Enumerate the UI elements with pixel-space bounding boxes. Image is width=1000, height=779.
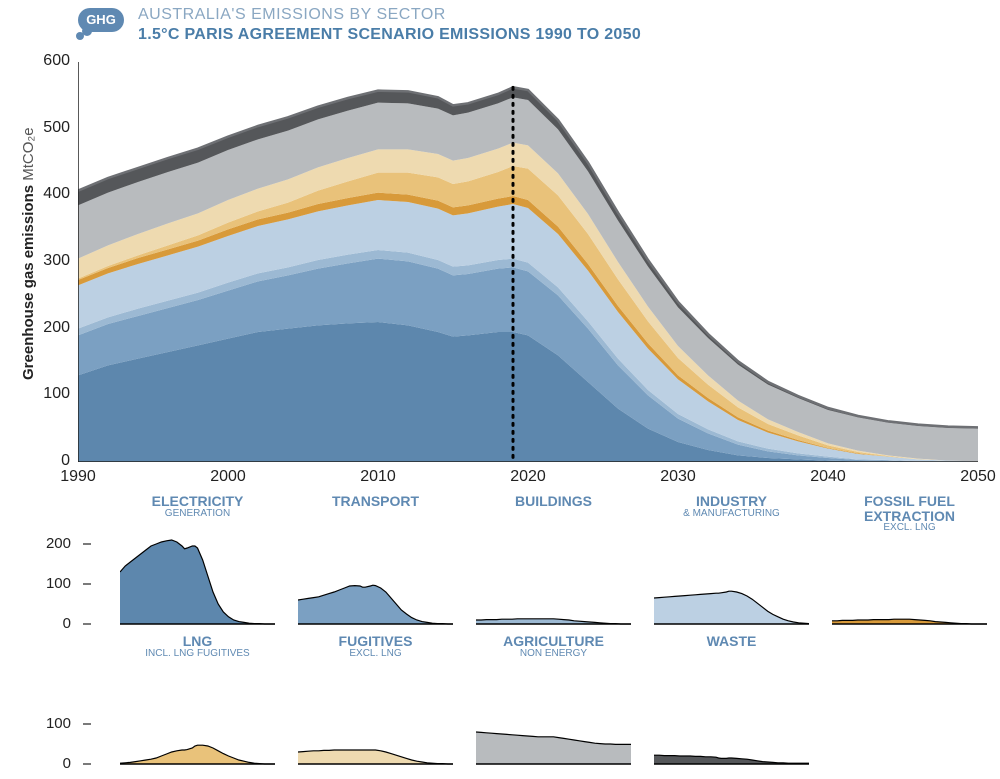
y-tick-label: 100 [32,385,70,403]
mini-chart-industry [654,532,809,626]
x-tick-label: 2010 [348,468,408,486]
mini-title-agriculture: AGRICULTURENON ENERGY [466,634,641,659]
mini-y-tick-label: 0 [33,615,71,632]
x-tick-label: 2050 [948,468,1000,486]
mini-chart-transport [298,532,453,626]
x-tick-label: 2020 [498,468,558,486]
y-tick-label: 400 [32,185,70,203]
mini-title-buildings: BUILDINGS [466,494,641,509]
mini-title-transport: TRANSPORT [288,494,463,509]
mini-chart-buildings [476,532,631,626]
mini-y-tick-label: 200 [33,535,71,552]
mini-title-electricity: ELECTRICITYGENERATION [110,494,285,519]
chart-title: 1.5°C PARIS AGREEMENT SCENARIO EMISSIONS… [138,26,641,44]
mini-title-fugitives: FUGITIVESEXCL. LNG [288,634,463,659]
y-axis-title-bold: Greenhouse gas emissions [20,185,37,380]
mini-chart-lng [120,672,275,766]
mini-y-tick-label: 0 [33,755,71,772]
y-tick-label: 200 [32,319,70,337]
ghg-badge-icon: GHG [78,8,124,32]
y-tick-label: 300 [32,252,70,270]
mini-y-tick-label: 100 [33,575,71,592]
x-tick-label: 2030 [648,468,708,486]
y-tick-label: 500 [32,119,70,137]
mini-chart-waste [654,672,809,766]
mini-y-tick-label: 100 [33,715,71,732]
mini-title-industry: INDUSTRY& MANUFACTURING [644,494,819,519]
mini-chart-fugitives [298,672,453,766]
x-tick-label: 1990 [48,468,108,486]
chart-supertitle: AUSTRALIA'S EMISSIONS BY SECTOR [138,6,446,24]
mini-title-waste: WASTE [644,634,819,649]
mini-title-lng: LNGINCL. LNG FUGITIVES [110,634,285,659]
y-tick-label: 600 [32,52,70,70]
x-tick-label: 2000 [198,468,258,486]
mini-chart-fossil_fuel [832,532,987,626]
mini-chart-electricity [120,532,275,626]
x-tick-label: 2040 [798,468,858,486]
mini-chart-agriculture [476,672,631,766]
mini-title-fossil_fuel: FOSSIL FUEL EXTRACTIONEXCL. LNG [822,494,997,534]
